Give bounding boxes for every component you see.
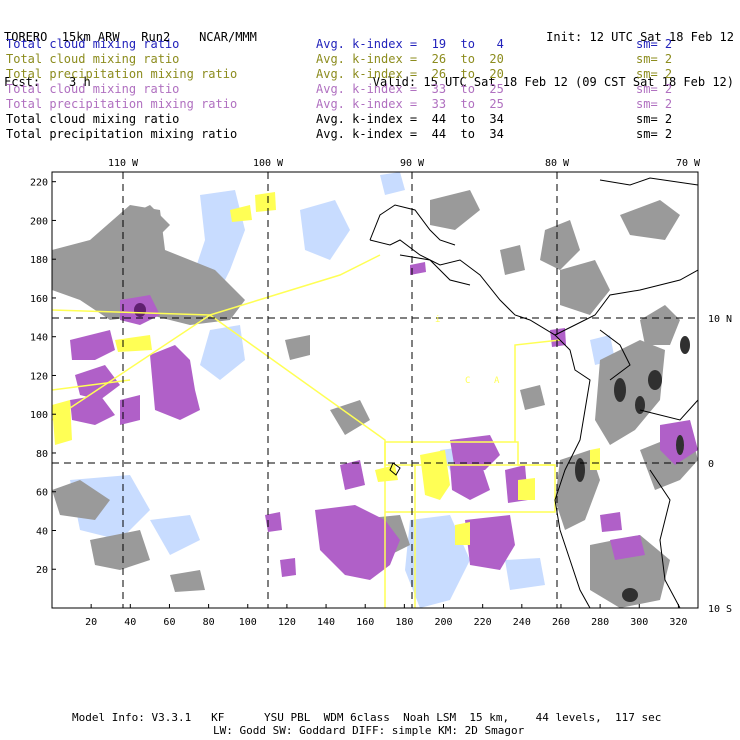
x-tick-label: 40 [124,617,136,628]
x-tick-label: 240 [513,617,531,628]
y-axis: 20 40 60 80 100 120 140 160 180 200 220 [30,178,56,576]
legend-variable: Total cloud mixing ratio [6,112,180,126]
latitude-label: 10 S [708,604,732,615]
region-mark-i: i [435,315,440,325]
header-init-time: Init: 12 UTC Sat 18 Feb 12 [546,30,734,44]
legend-kindex: Avg. k-index = 26 to 20 [316,67,504,81]
x-tick-label: 100 [239,617,257,628]
legend-smoothing: sm= 2 [636,97,673,111]
y-tick-label: 160 [30,294,48,305]
legend-row: Total precipitation mixing ratio Avg. k-i… [6,97,736,112]
y-tick-label: 180 [30,255,48,266]
region-label-a: A [494,376,500,386]
footer-model-info: Model Info: V3.3.1 KF YSU PBL WDM 6class… [72,711,662,724]
header-forecast: Fcst: 3 h [4,75,91,89]
cloud-field-high [52,192,600,545]
legend-smoothing: sm= 2 [636,67,673,81]
header-left: TORERO 15km ARW Run2 NCAR/MMM Fcst: 3 h [4,0,257,105]
legend-variable: Total cloud mixing ratio [6,82,180,96]
legend-variable: Total cloud mixing ratio [6,37,180,51]
cloud-field-dense [52,190,698,608]
y-tick-label: 100 [30,410,48,421]
y-tick-label: 220 [30,178,48,189]
legend-smoothing: sm= 2 [636,37,673,51]
precip-field-mid [70,262,698,580]
header-title: TORERO 15km ARW Run2 NCAR/MMM [4,30,257,44]
y-tick-label: 80 [36,449,48,460]
region-label-c: C [465,376,470,386]
longitude-label: 100 W [253,158,284,169]
latitude-label: 0 [708,459,714,470]
x-tick-label: 220 [474,617,492,628]
domain-boundaries [52,254,561,608]
legend-row: Total precipitation mixing ratio Avg. k-i… [6,127,736,142]
y-tick-label: 200 [30,216,48,227]
longitude-labels: 110 W 100 W 90 W 80 W 70 W [108,158,701,169]
legend-variable: Total precipitation mixing ratio [6,127,238,141]
weather-map: i C A 20 40 60 80 100 120 140 160 180 200 220 240 26… [30,158,732,628]
longitude-label: 70 W [676,158,701,169]
legend-kindex: Avg. k-index = 44 to 34 [316,112,504,126]
legend-smoothing: sm= 2 [636,127,673,141]
legend-row: Total cloud mixing ratio Avg. k-index = 1… [6,37,736,52]
latlon-grid [52,172,698,608]
legend-kindex: Avg. k-index = 33 to 25 [316,82,504,96]
y-tick-label: 20 [36,565,48,576]
y-tick-label: 40 [36,526,48,537]
header-valid-time: Valid: 15 UTC Sat 18 Feb 12 (09 CST Sat … [372,75,734,89]
legend-kindex: Avg. k-index = 26 to 20 [316,52,504,66]
legend-row: Total cloud mixing ratio Avg. k-index = 2… [6,52,736,67]
y-tick-label: 140 [30,333,48,344]
x-tick-label: 300 [630,617,648,628]
longitude-label: 80 W [545,158,570,169]
y-tick-label: 120 [30,371,48,382]
legend-smoothing: sm= 2 [636,112,673,126]
x-tick-label: 260 [552,617,570,628]
footer-physics-info: LW: Godd SW: Goddard DIFF: simple KM: 2D… [213,724,525,737]
x-tick-label: 280 [591,617,609,628]
legend-variable: Total precipitation mixing ratio [6,97,238,111]
y-tick-label: 60 [36,488,48,499]
legend-row: Total cloud mixing ratio Avg. k-index = 4… [6,112,736,127]
x-tick-label: 60 [163,617,175,628]
legend-smoothing: sm= 2 [636,52,673,66]
longitude-label: 110 W [108,158,139,169]
legend-kindex: Avg. k-index = 33 to 25 [316,97,504,111]
legend-smoothing: sm= 2 [636,82,673,96]
longitude-label: 90 W [400,158,425,169]
latitude-label: 10 N [708,314,732,325]
legend-variable: Total precipitation mixing ratio [6,67,238,81]
precip-field-dense [134,303,690,602]
legend-kindex: Avg. k-index = 44 to 34 [316,127,504,141]
latitude-labels: 10 N 0 10 S [708,314,732,615]
header-right: Init: 12 UTC Sat 18 Feb 12 Valid: 15 UTC… [373,0,734,105]
x-tick-label: 200 [434,617,452,628]
x-tick-label: 120 [278,617,296,628]
x-axis: 20 40 60 80 100 120 140 160 180 200 220 240 260 280 30… [85,604,687,628]
x-tick-label: 320 [669,617,687,628]
legend-kindex: Avg. k-index = 19 to 4 [316,37,504,51]
x-tick-label: 20 [85,617,97,628]
legend-variable: Total cloud mixing ratio [6,52,180,66]
legend-row: Total cloud mixing ratio Avg. k-index = 3… [6,82,736,97]
x-tick-label: 140 [317,617,335,628]
x-tick-label: 160 [356,617,374,628]
map-frame [51,171,699,609]
x-tick-label: 180 [395,617,413,628]
legend-row: Total precipitation mixing ratio Avg. k-i… [6,67,736,82]
x-tick-label: 80 [203,617,215,628]
